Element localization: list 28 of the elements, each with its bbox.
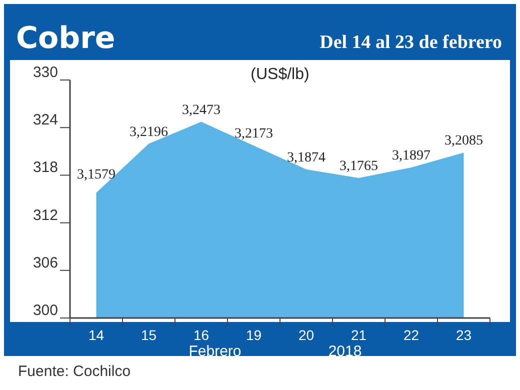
y-tick-label: 312 [32,206,58,224]
text: 2018 [328,343,362,360]
x-axis-title: Febrero [188,343,242,360]
x-tick-label: 16 [193,327,210,343]
data-label: 3,1874 [287,150,326,166]
chart-title: Cobre [16,21,116,56]
x-tick-label: 21 [350,327,367,343]
x-tick-label: 15 [140,327,157,343]
y-tick-label: 306 [32,254,58,272]
data-label: 3,2196 [130,124,168,140]
x-tick-label: 19 [246,327,262,343]
x-tick-label: 22 [403,327,420,343]
data-label: 3,1765 [340,158,378,174]
data-label: 3,1897 [392,148,430,164]
y-axis-title: (US$/lb) [250,66,310,83]
y-tick-label: 318 [32,159,58,176]
data-label: 3,2173 [234,126,273,142]
data-label: 3,2085 [444,134,483,149]
data-label: 3,1579 [77,168,116,183]
y-tick-label: 330 [32,64,58,81]
y-tick-label: 300 [32,302,58,319]
y-tick-label: 324 [32,112,58,129]
x-tick-label: 23 [456,327,472,343]
source-note: Fuente: Cochilco [18,363,131,380]
x-tick-label: 20 [298,327,314,343]
data-label: 3,2473 [182,102,220,118]
x-tick-label: 14 [88,327,104,343]
chart-subtitle: Del 14 al 23 de febrero [320,32,502,53]
